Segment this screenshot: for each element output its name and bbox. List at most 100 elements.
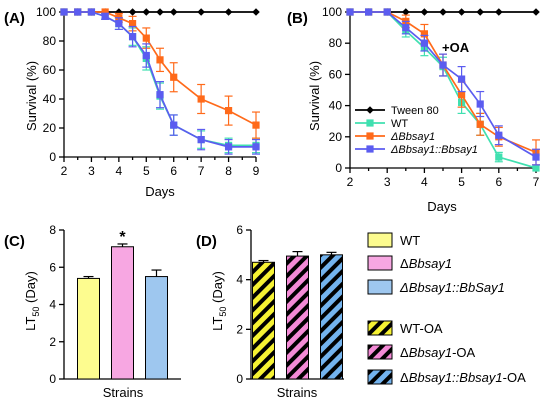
panel-d-label: (D) [196,233,217,250]
panel-d-bar-wt-oa [252,261,275,380]
line-legend-item-bbsay1-bbsay1: ΔBbsay1::Bbsay1 [355,144,478,156]
panel-b-y-tick-label: 80 [329,36,343,50]
panel-b-x-tick-label: 7 [533,175,540,189]
legend-swatch-wt [367,232,393,248]
panel-b-point-wt [495,153,503,161]
panel-b-point-bbsay1-bbsay1 [365,8,373,16]
legend-item-dbbsay1-oa: ΔBbsay1-OA [367,344,476,360]
panel-c-bar-group-wt [77,275,100,380]
line-legend-marker-bbsay1 [366,132,374,140]
bar-legend: WT ΔBbsay1 ΔBbsay1::BbSay1 WT-OA ΔBbsay1… [367,232,526,385]
panel-a-y-tick-label: 20 [43,121,57,135]
panel-a-x-tick-label: 8 [225,164,232,178]
panel-a-point-bbsay1-bbsay1 [128,33,137,41]
panel-a-point-tween-80 [197,8,205,16]
panel-b-annotation: +OA [442,40,470,55]
panel-a-y-tick-label: 80 [43,34,57,48]
panel-b-point-bbsay1-bbsay1 [476,100,484,108]
panel-c-y-tick-label: 6 [49,260,56,274]
panel-b-series-bbsay1-bbsay1 [346,8,540,166]
panel-a-point-bbsay1-bbsay1 [170,121,178,129]
panel-d-y-tick-label: 6 [236,223,243,237]
legend-item-wt-oa: WT-OA [367,320,443,336]
panel-d-y-tick-label: 4 [236,273,243,287]
panel-a-series-wt [60,8,260,154]
line-legend-label-bbsay1: ΔBbsay1 [390,131,435,143]
panel-c-bar-bbsay1 [111,246,134,380]
legend-item-wt: WT [367,232,420,248]
panel-a-x-tick-label: 4 [116,164,123,178]
panel-b-point-tween-80 [402,8,410,16]
panel-b-x-tick-label: 4 [421,175,428,189]
panel-b-label: (B) [287,10,308,27]
panel-a-point-tween-80 [224,8,233,16]
line-legend-item-tween-80: Tween 80 [355,105,439,117]
legend-swatch-dbbsay1 [367,255,393,271]
panel-a-y-tick-label: 40 [43,92,57,106]
panel-b-point-tween-80 [457,8,466,16]
line-legend-item-wt: WT [355,118,408,130]
panel-a-point-bbsay1-bbsay1 [142,51,150,60]
panel-b-point-wt [532,164,540,172]
legend-swatch-dbbsay1-oa [367,344,393,360]
panel-c-bar-group-bbsay1: * [111,229,134,380]
panel-a-x-tick-label: 3 [88,164,95,178]
panel-d-ylabel: LT50 (Day) [210,271,228,331]
panel-d-lt50-bar-chart: (D) Strains LT50 (Day) 0 2 4 6 [196,223,344,400]
panel-a-point-bbsay1-bbsay1 [87,8,96,16]
panel-c-label: (C) [4,233,25,250]
legend-text-dbbsay1-oa: ΔBbsay1-OA [400,345,476,360]
panel-d-bar-bbsay1-bbsay1-oa [320,254,343,380]
line-legend-label-tween-80: Tween 80 [391,105,439,117]
panel-d-bar-group-bbsay1-bbsay1-oa [320,251,343,380]
panel-b-marks: 2 3 4 5 6 7 0 20 40 60 80 100 [322,5,540,189]
panel-c-y-tick-label: 2 [49,335,56,349]
panel-a-point-bbsay1-bbsay1 [224,143,233,151]
panel-c-xlabel: Strains [103,385,144,400]
panel-a-x-tick-label: 2 [61,164,68,178]
panel-a-point-bbsay1 [142,34,150,42]
panel-a-series-line-bbsay1-bbsay1 [64,11,256,148]
legend-item-dbbsay1: ΔBbsay1 [367,255,452,271]
panel-c-y-tick-label: 8 [49,223,56,237]
panel-b-series-line-bbsay1-bbsay1 [350,11,537,158]
panel-c-significance-mark: * [119,229,126,246]
panel-a-point-bbsay1-bbsay1 [74,8,82,16]
panel-a-point-tween-80 [252,8,260,16]
legend-text-wt-oa: WT-OA [400,321,443,336]
legend-text-complement-oa: ΔBbsay1::Bbsay1-OA [400,370,526,385]
panel-b-point-bbsay1-bbsay1 [495,131,503,139]
legend-swatch-complement-oa [367,369,393,385]
panel-b-point-bbsay1-bbsay1 [458,75,466,83]
panel-b-point-bbsay1-bbsay1 [532,153,540,161]
panel-a-point-bbsay1 [101,8,109,16]
panel-d-bar-group-bbsay1-oa [286,251,309,380]
line-legend-marker-wt [366,119,374,127]
legend-item-complement: ΔBbsay1::BbSay1 [367,279,505,295]
panel-a-point-bbsay1-bbsay1 [60,8,68,16]
panel-a-y-tick-label: 100 [36,5,56,19]
line-legend-item-bbsay1: ΔBbsay1 [355,131,435,143]
panel-b-ylabel: Survival (%) [307,61,322,131]
panel-c-y-tick-label: 4 [49,298,56,312]
panel-a-point-tween-80 [128,8,137,16]
legend-item-complement-oa: ΔBbsay1::Bbsay1-OA [367,369,526,385]
panel-a-x-tick-label: 5 [143,164,150,178]
panel-d-y-tick-label: 0 [236,372,243,386]
panel-a-point-bbsay1-bbsay1 [115,20,123,28]
panel-a-label: (A) [4,10,25,27]
panel-a-point-bbsay1-bbsay1 [197,136,205,144]
line-legend-label-bbsay1-bbsay1: ΔBbsay1::Bbsay1 [390,144,478,156]
legend-text-complement: ΔBbsay1::BbSay1 [399,280,505,295]
panel-a-x-tick-label: 9 [253,164,260,178]
panel-a-marks: 2 3 4 5 6 7 8 9 0 20 40 60 80 100 [36,5,260,178]
panel-a-point-tween-80 [156,8,164,16]
panel-d-marks: 0 2 4 6 [236,223,344,386]
line-legend-marker-tween-80 [366,106,374,114]
panel-a-x-tick-label: 7 [198,164,205,178]
panel-d-y-tick-label: 2 [236,322,243,336]
panel-b-point-tween-80 [532,8,540,16]
panel-b-series-line-bbsay1 [350,11,537,154]
